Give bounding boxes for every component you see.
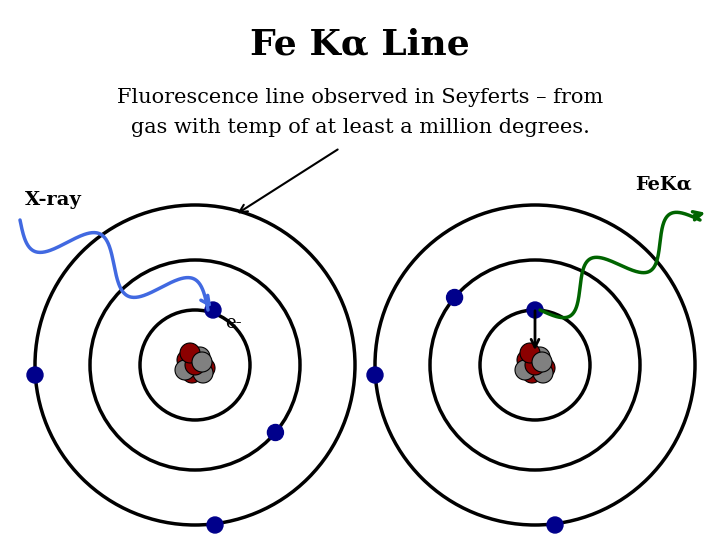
Text: FeKα: FeKα — [635, 176, 692, 194]
Circle shape — [207, 517, 223, 533]
Circle shape — [535, 358, 555, 378]
Text: gas with temp of at least a million degrees.: gas with temp of at least a million degr… — [130, 118, 590, 137]
Circle shape — [175, 360, 195, 380]
Circle shape — [522, 363, 542, 383]
Circle shape — [182, 363, 202, 383]
Circle shape — [517, 350, 537, 370]
Circle shape — [530, 347, 550, 367]
Circle shape — [180, 343, 200, 363]
Text: Fluorescence line observed in Seyferts – from: Fluorescence line observed in Seyferts –… — [117, 88, 603, 107]
Circle shape — [195, 358, 215, 378]
Circle shape — [533, 363, 553, 383]
Circle shape — [205, 302, 221, 318]
Text: X-ray: X-ray — [25, 191, 82, 209]
Circle shape — [177, 350, 197, 370]
Circle shape — [192, 352, 212, 372]
Circle shape — [525, 355, 545, 375]
Circle shape — [27, 367, 43, 383]
Circle shape — [520, 343, 540, 363]
Text: e-: e- — [225, 314, 242, 332]
Circle shape — [185, 355, 205, 375]
Circle shape — [532, 352, 552, 372]
Circle shape — [267, 424, 284, 441]
Circle shape — [193, 363, 213, 383]
Text: Fe Kα Line: Fe Kα Line — [250, 28, 470, 62]
Circle shape — [446, 289, 462, 306]
Circle shape — [547, 517, 563, 533]
Circle shape — [190, 347, 210, 367]
Circle shape — [367, 367, 383, 383]
Circle shape — [515, 360, 535, 380]
Circle shape — [527, 302, 543, 318]
